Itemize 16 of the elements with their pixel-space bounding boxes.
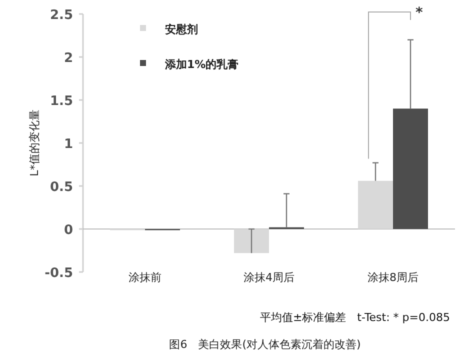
- y-tick-label: 1: [64, 137, 73, 152]
- x-tick-label: 涂抹8周后: [368, 271, 418, 284]
- y-tick-label: -0.5: [44, 266, 73, 281]
- annotation: *: [416, 5, 424, 21]
- y-tick-label: 2.5: [50, 8, 73, 23]
- y-axis-title: L*值的变化量: [28, 110, 41, 176]
- y-tick-label: 0: [64, 223, 73, 238]
- legend-label: 安慰剂: [165, 23, 198, 36]
- caption: 图6 美白效果(对人体色素沉着的改善): [169, 338, 361, 351]
- text: 平均值±标准偏差 t-Test: * p=0.085: [260, 311, 450, 324]
- y-tick-label: 2: [64, 51, 73, 66]
- y-tick-label: 0.5: [50, 180, 73, 195]
- legend-label: 添加1%的乳膏: [164, 58, 239, 71]
- x-tick-label: 涂抹4周后: [244, 271, 294, 284]
- y-tick-label: 1.5: [50, 94, 73, 109]
- x-tick-label: 涂抹前: [128, 271, 162, 284]
